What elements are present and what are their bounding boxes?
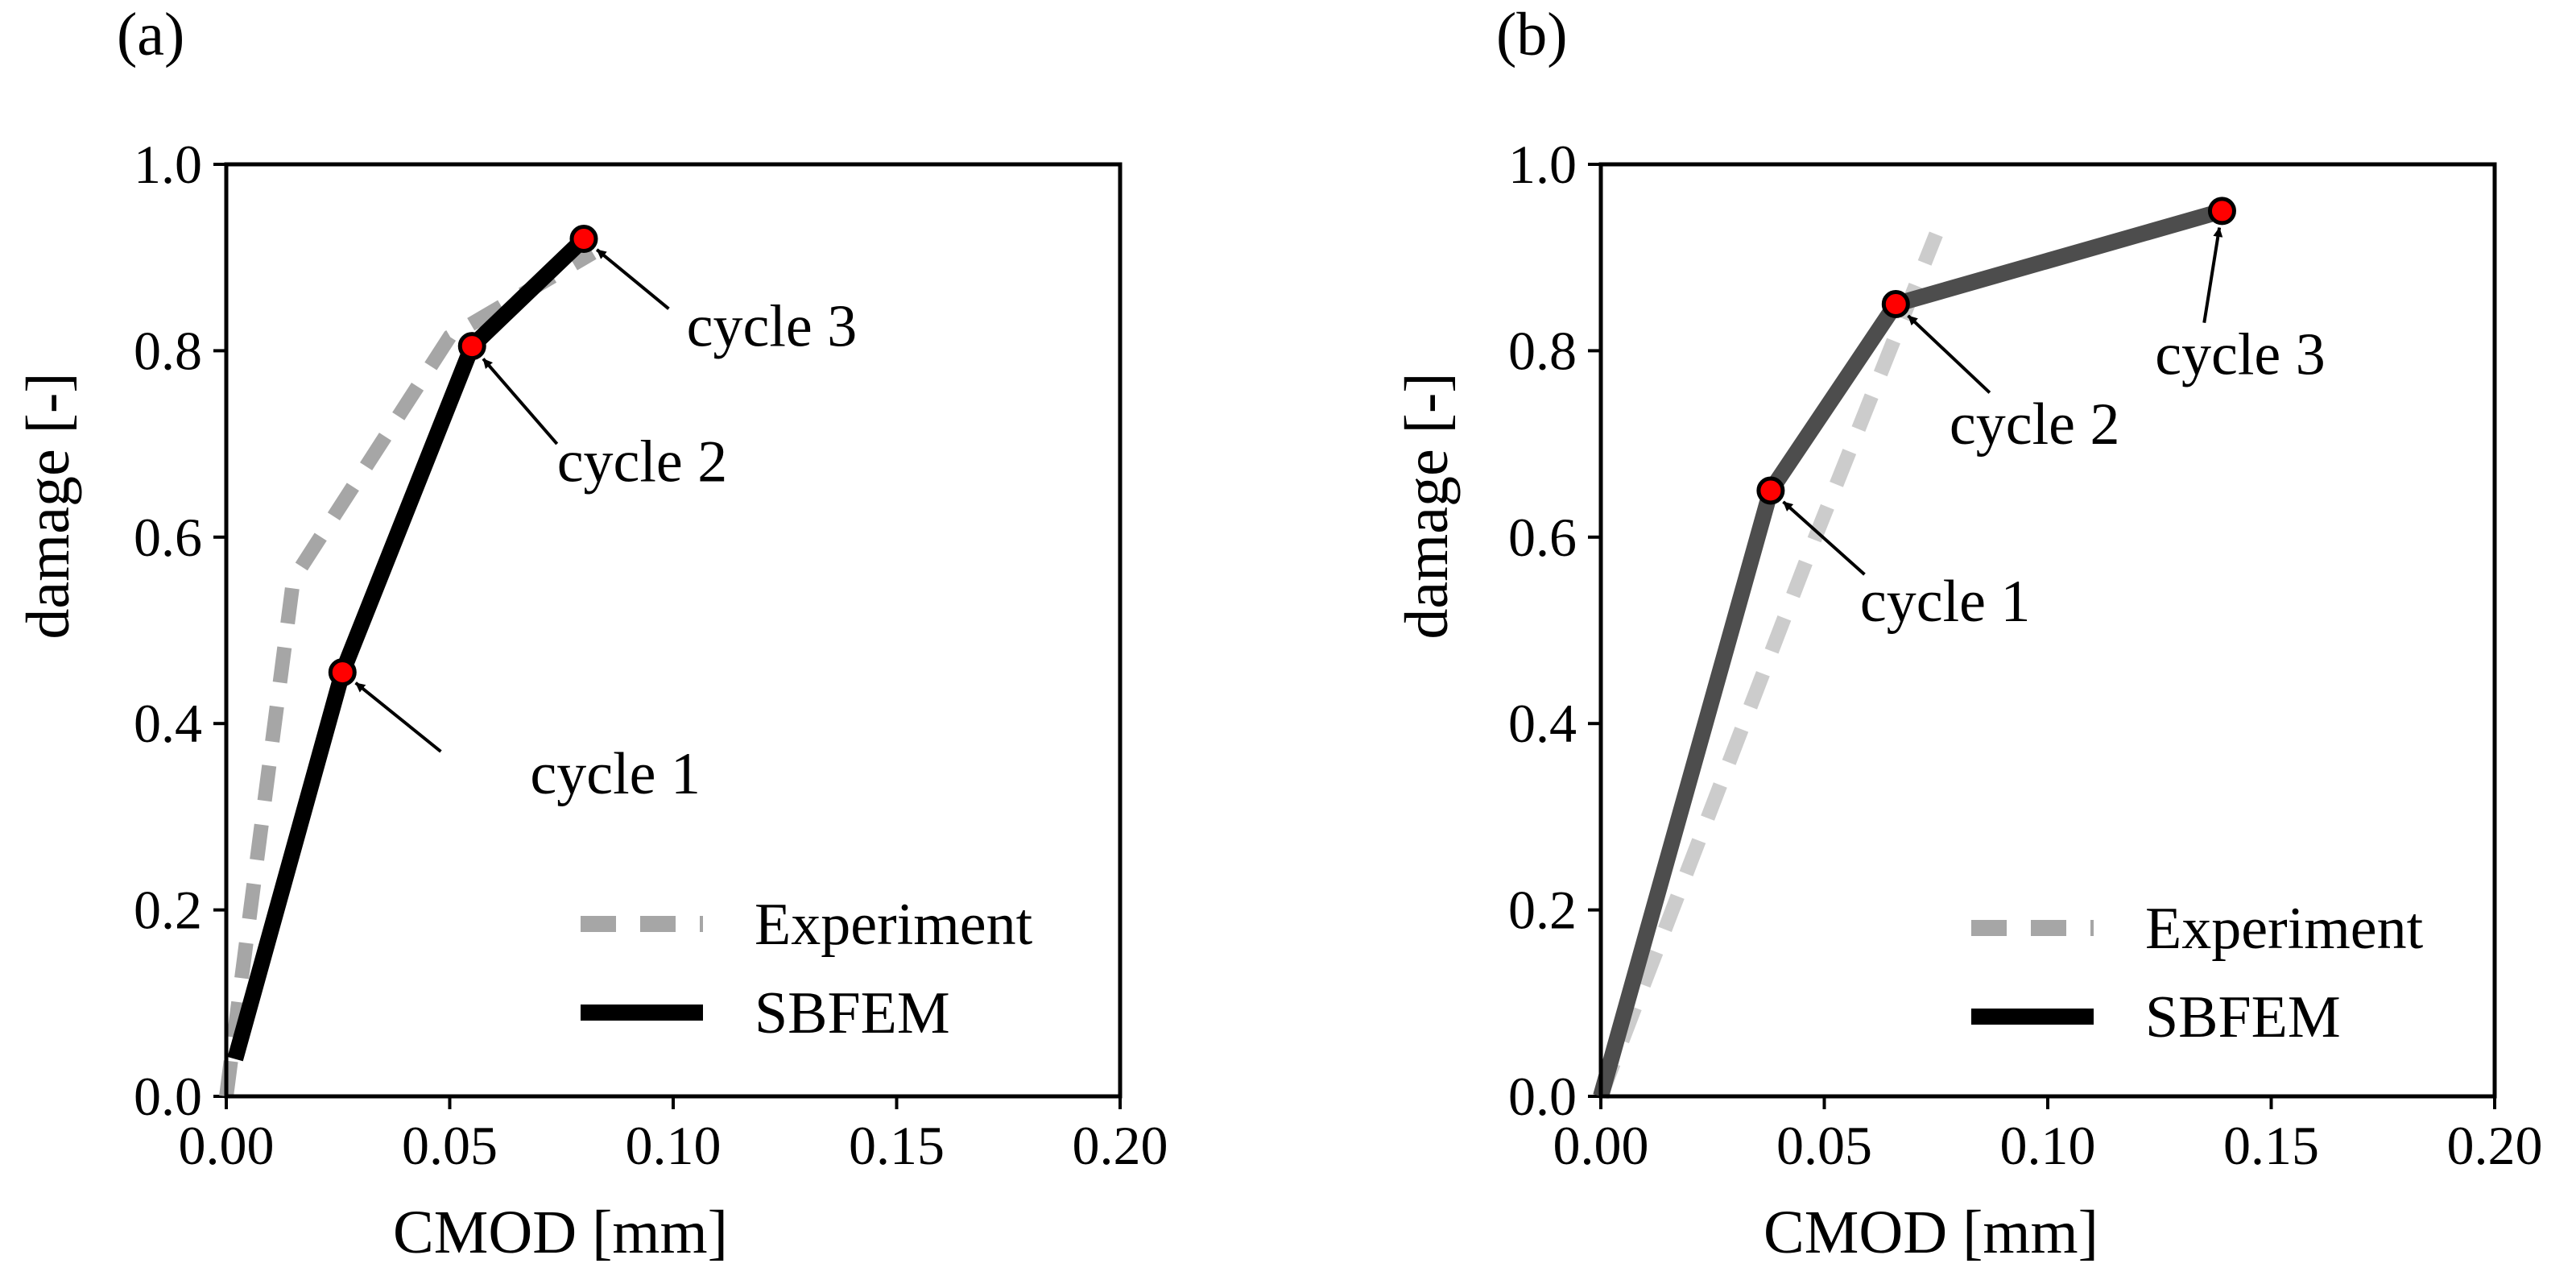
y-tick-label: 1.0 — [1508, 134, 1577, 195]
legend-sbfem-label: SBFEM — [2145, 984, 2341, 1050]
annotation-label: cycle 3 — [687, 294, 858, 360]
annotation-arrow — [1907, 314, 1991, 394]
annotation-arrow — [595, 248, 670, 310]
annotation-label: cycle 3 — [2155, 321, 2326, 387]
panel-label: (b) — [1496, 1, 1568, 68]
y-tick-label: 0.4 — [1508, 693, 1577, 754]
annotation-label: cycle 1 — [1860, 569, 2031, 635]
x-tick-label: 0.15 — [2223, 1115, 2319, 1176]
annotation-label: cycle 1 — [530, 741, 701, 807]
series-sbfem-line — [227, 233, 589, 1062]
y-tick-label: 0.6 — [134, 507, 202, 568]
x-axis-title: CMOD [mm] — [393, 1199, 728, 1266]
x-tick-label: 0.20 — [2447, 1115, 2543, 1176]
cycle-marker — [569, 225, 598, 254]
x-tick-label: 0.05 — [1776, 1115, 1872, 1176]
annotation-arrow — [354, 681, 442, 753]
series-lines — [1593, 203, 2225, 1100]
x-tick-label: 0.10 — [2000, 1115, 2096, 1176]
y-tick-label: 0.4 — [134, 693, 202, 754]
y-tick-label: 0.2 — [1508, 880, 1577, 941]
plot-frame — [1598, 162, 2497, 1099]
legend-experiment-label: Experiment — [2145, 896, 2424, 962]
cycle-markers — [328, 225, 598, 687]
y-axis-title: damage [-] — [14, 372, 82, 639]
legend-experiment-label: Experiment — [755, 892, 1033, 958]
series-sbfem-line — [1593, 203, 2225, 1099]
panel-label: (a) — [117, 1, 184, 68]
x-tick-label: 0.15 — [849, 1115, 945, 1176]
cycle-marker — [1756, 476, 1785, 505]
y-tick-label: 1.0 — [134, 134, 202, 195]
cycle-marker — [328, 658, 357, 687]
legend-sbfem-label: SBFEM — [755, 980, 950, 1046]
y-tick-label: 0.2 — [134, 880, 202, 941]
annotations: cycle 1 cycle 2 cycle 3 — [1782, 226, 2326, 635]
x-axis-title: CMOD [mm] — [1764, 1199, 2098, 1266]
y-tick-label: 0.8 — [1508, 320, 1577, 381]
series-experiment-line — [1594, 231, 1943, 1100]
x-tick-label: 0.10 — [626, 1115, 722, 1176]
cycle-marker — [2207, 197, 2236, 226]
cycle-marker — [1881, 290, 1910, 319]
series-lines — [219, 233, 597, 1098]
legend: Experiment SBFEM — [1971, 896, 2424, 1050]
y-tick-label: 0.8 — [134, 320, 202, 381]
panel-b: (b) damage [-] CMOD [mm] 0.00 0.05 0.10 0.1… — [1393, 1, 2543, 1266]
series-experiment-line — [219, 246, 597, 1098]
annotation-label: cycle 2 — [1950, 391, 2120, 458]
plot-frame — [224, 162, 1123, 1099]
axis-ticks: 0.00 0.05 0.10 0.15 0.20 0.0 0.2 0.4 0.6 0.8 1.0 — [1508, 134, 2543, 1176]
annotation-label: cycle 2 — [557, 429, 728, 495]
x-tick-label: 0.05 — [402, 1115, 498, 1176]
annotations: cycle 1 cycle 2 cycle 3 — [354, 248, 858, 807]
panel-a: (a) damage [-] CMOD [mm] 0.00 0.05 0.10 0.1… — [14, 1, 1168, 1266]
legend: Experiment SBFEM — [581, 892, 1033, 1046]
annotation-arrow — [1782, 500, 1866, 576]
y-tick-label: 0.6 — [1508, 507, 1577, 568]
x-tick-label: 0.20 — [1073, 1115, 1168, 1176]
y-axis-title: damage [-] — [1393, 372, 1461, 639]
x-tick-label: 0.00 — [1553, 1115, 1649, 1176]
cycle-marker — [457, 332, 486, 361]
annotation-arrow — [482, 358, 559, 445]
x-tick-label: 0.00 — [179, 1115, 275, 1176]
annotation-arrow — [2202, 226, 2223, 324]
axis-ticks: 0.00 0.05 0.10 0.15 0.20 0.0 0.2 0.4 0.6 0.8 1.0 — [134, 134, 1168, 1176]
y-tick-label: 0.0 — [134, 1066, 202, 1127]
cycle-markers — [1756, 197, 2236, 505]
y-tick-label: 0.0 — [1508, 1066, 1577, 1127]
